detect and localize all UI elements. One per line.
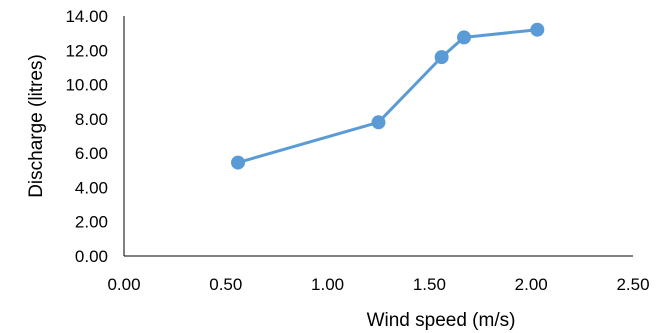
y-tick-label: 4.00 [75,178,108,197]
data-point [457,30,472,45]
x-tick-label: 1.50 [413,275,446,294]
y-tick-label: 8.00 [75,110,108,129]
y-tick-label: 2.00 [75,213,108,232]
x-tick-label: 2.00 [515,275,548,294]
y-tick-label: 6.00 [75,144,108,163]
x-tick-label: 2.50 [616,275,649,294]
x-axis-title: Wind speed (m/s) [367,310,516,331]
data-point [530,22,545,37]
axes [123,16,633,257]
data-point [371,115,386,130]
x-tick-label: 0.50 [209,275,242,294]
y-tick-label: 14.00 [65,7,108,26]
series-layer [231,22,545,170]
x-tick-label: 0.00 [107,275,140,294]
y-tick-label: 10.00 [65,76,108,95]
y-axis-title: Discharge (litres) [26,54,47,198]
y-tick-label: 0.00 [75,247,108,266]
data-point [434,50,449,65]
y-tick-label: 12.00 [65,41,108,60]
y-tick-labels: 0.00 2.00 4.00 6.00 8.00 10.00 12.00 14.00 [65,7,108,266]
x-tick-labels: 0.00 0.50 1.00 1.50 2.00 2.50 [107,275,649,294]
x-tick-label: 1.00 [311,275,344,294]
series-line [237,28,538,165]
data-point [231,155,246,170]
